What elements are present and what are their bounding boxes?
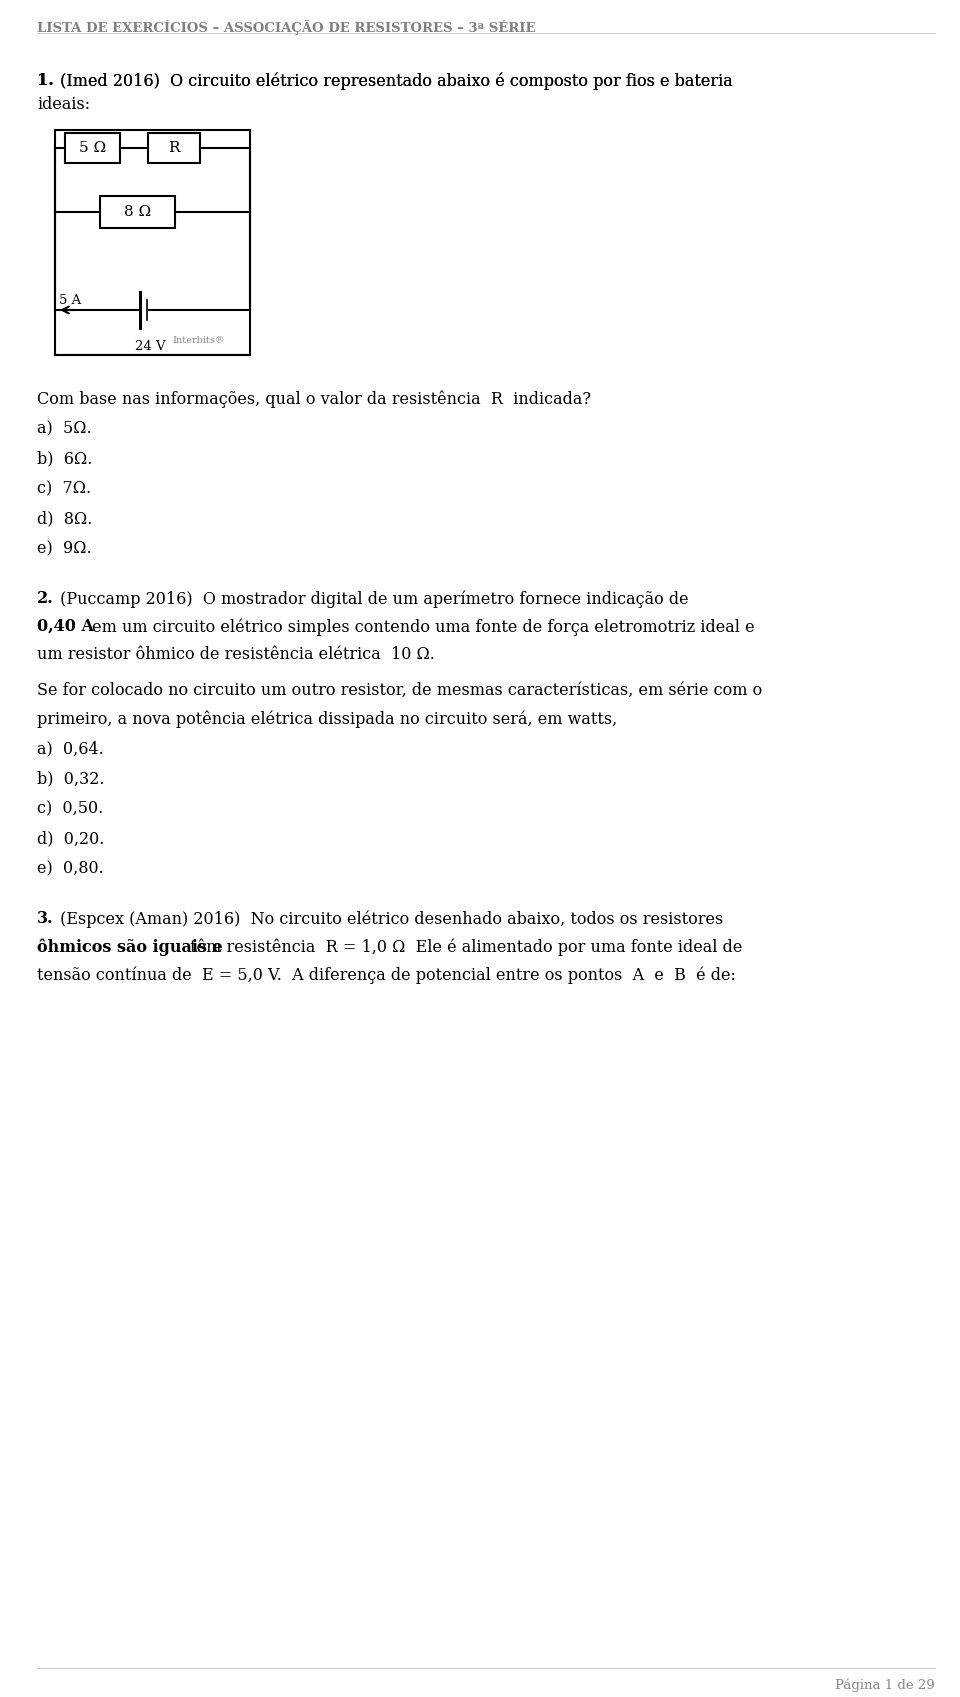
Text: a)  5Ω.: a) 5Ω. [37,419,91,438]
Text: 5 A: 5 A [59,294,82,307]
Text: 24 V: 24 V [135,339,166,353]
Text: 5 Ω: 5 Ω [79,141,106,154]
Text: Com base nas informações, qual o valor da resistência  R  indicada?: Com base nas informações, qual o valor d… [37,390,591,407]
Text: e)  9Ω.: e) 9Ω. [37,540,91,557]
Text: Se for colocado no circuito um outro resistor, de mesmas características, em sér: Se for colocado no circuito um outro res… [37,682,762,699]
Text: b)  0,32.: b) 0,32. [37,770,105,787]
Text: 2.: 2. [37,591,54,608]
Bar [65,132,120,163]
Text: Interbits®: Interbits® [172,336,225,344]
Bar [100,195,175,227]
Text: 8 Ω: 8 Ω [124,205,151,219]
Text: 3.: 3. [37,910,54,927]
Text: e)  0,80.: e) 0,80. [37,860,104,877]
Text: 1.: 1. [37,71,54,88]
Text: 0,40 A: 0,40 A [37,618,94,635]
Text: LISTA DE EXERCÍCIOS – ASSOCIAÇÃO DE RESISTORES – 3ª SÉRIE: LISTA DE EXERCÍCIOS – ASSOCIAÇÃO DE RESI… [37,20,536,36]
Text: 1.: 1. [37,71,54,88]
Text: têm resistência  R = 1,0 Ω  Ele é alimentado por uma fonte ideal de: têm resistência R = 1,0 Ω Ele é alimenta… [185,938,742,955]
Bar [148,132,200,163]
Text: um resistor ôhmico de resistência elétrica  10 Ω.: um resistor ôhmico de resistência elétri… [37,647,435,664]
Text: primeiro, a nova potência elétrica dissipada no circuito será, em watts,: primeiro, a nova potência elétrica dissi… [37,709,617,728]
Text: Página 1 de 29: Página 1 de 29 [835,1678,935,1692]
Text: c)  7Ω.: c) 7Ω. [37,480,91,497]
Text: b)  6Ω.: b) 6Ω. [37,450,92,467]
Text: (Puccamp 2016)  O mostrador digital de um aperímetro fornece indicação de: (Puccamp 2016) O mostrador digital de um… [55,591,688,608]
Text: d)  8Ω.: d) 8Ω. [37,511,92,528]
Text: em um circuito elétrico simples contendo uma fonte de força eletromotriz ideal e: em um circuito elétrico simples contendo… [87,618,755,635]
Text: a)  0,64.: a) 0,64. [37,740,104,757]
Text: (Espcex (Aman) 2016)  No circuito elétrico desenhado abaixo, todos os resistores: (Espcex (Aman) 2016) No circuito elétric… [55,910,723,928]
Text: d)  0,20.: d) 0,20. [37,830,105,847]
Text: ideais:: ideais: [37,97,90,114]
Text: R: R [168,141,180,154]
Text: (Imed 2016)  O circuito elétrico representado abaixo é composto por fios e bater: (Imed 2016) O circuito elétrico represen… [55,71,732,90]
Text: ôhmicos são iguais e: ôhmicos são iguais e [37,938,223,955]
Text: tensão contínua de  E = 5,0 V.  A diferença de potencial entre os pontos  A  e  : tensão contínua de E = 5,0 V. A diferenç… [37,966,736,984]
Text: (Imed 2016)  O circuito elétrico representado abaixo é composto por fios e bater: (Imed 2016) O circuito elétrico represen… [55,71,732,90]
Text: c)  0,50.: c) 0,50. [37,799,104,816]
